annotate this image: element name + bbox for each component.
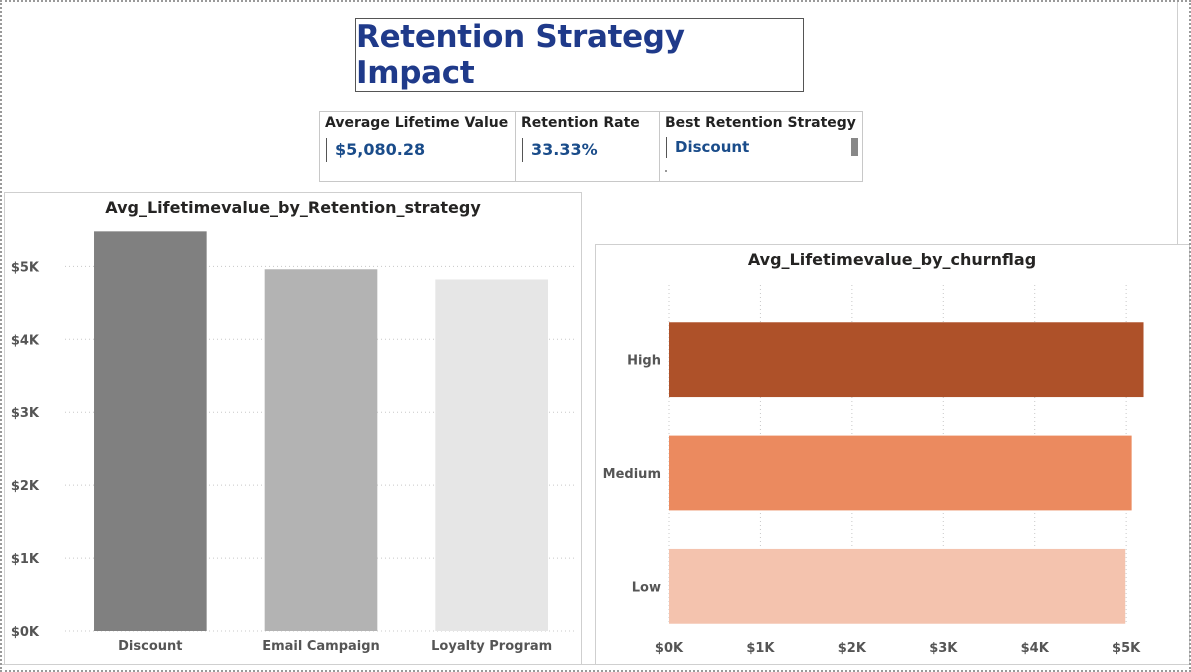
kpi-best-retention-strategy[interactable]: Best Retention Strategy Discount (660, 112, 862, 181)
bar-discount (94, 231, 207, 631)
x-tick-label: $4K (1021, 641, 1050, 656)
x-tick-label: $3K (929, 641, 958, 656)
x-tick-label: $0K (655, 641, 684, 656)
y-tick-label: $4K (11, 333, 40, 348)
x-tick-label: $2K (838, 641, 867, 656)
y-tick-label: $5K (11, 260, 40, 275)
kpi-retention-rate[interactable]: Retention Rate 33.33% (516, 112, 660, 181)
bar-chart-svg: Avg_Lifetimevalue_by_churnflag $0K $1K $2K… (603, 250, 1144, 656)
kpi-label: Best Retention Strategy (665, 115, 856, 131)
chart-lifetime-by-churnflag[interactable]: Avg_Lifetimevalue_by_churnflag $0K $1K $2K… (595, 244, 1190, 665)
x-tick-label: Email Campaign (262, 639, 380, 654)
bar-medium (669, 435, 1132, 511)
kpi-label: Average Lifetime Value (325, 115, 509, 131)
chart-lifetime-by-strategy[interactable]: Avg_Lifetimevalue_by_Retention_strategy … (4, 192, 582, 665)
kpi-value: Discount (666, 137, 749, 158)
x-tick-label: Discount (118, 639, 182, 654)
x-tick-label: $5K (1112, 641, 1141, 656)
kpi-average-lifetime-value[interactable]: Average Lifetime Value $5,080.28 (320, 112, 516, 181)
y-tick-label: Medium (603, 467, 661, 482)
report-title-box: Retention Strategy Impact (355, 18, 804, 92)
bar-chart-svg: Avg_Lifetimevalue_by_Retention_strategy … (11, 198, 577, 654)
bar-email-campaign (264, 269, 378, 631)
y-tick-label: Low (632, 580, 661, 595)
list-marker (665, 170, 667, 172)
scrollbar-thumb[interactable] (851, 138, 858, 156)
y-tick-label: High (627, 354, 661, 369)
x-tick-label: Loyalty Program (431, 639, 552, 654)
report-title: Retention Strategy Impact (356, 19, 685, 91)
y-tick-label: $3K (11, 406, 40, 421)
x-tick-label: $1K (746, 641, 775, 656)
kpi-card-row: Average Lifetime Value $5,080.28 Retenti… (319, 111, 863, 182)
kpi-value: 33.33% (522, 138, 598, 162)
y-tick-label: $2K (11, 479, 40, 494)
y-tick-label: $1K (11, 552, 40, 567)
kpi-value: $5,080.28 (326, 138, 425, 162)
bar-low (669, 548, 1126, 624)
chart-title: Avg_Lifetimevalue_by_churnflag (748, 250, 1036, 269)
bar-loyalty-program (435, 279, 548, 631)
chart-title: Avg_Lifetimevalue_by_Retention_strategy (105, 198, 481, 217)
bar-high (669, 322, 1144, 398)
kpi-label: Retention Rate (521, 115, 640, 131)
y-tick-label: $0K (11, 625, 40, 640)
